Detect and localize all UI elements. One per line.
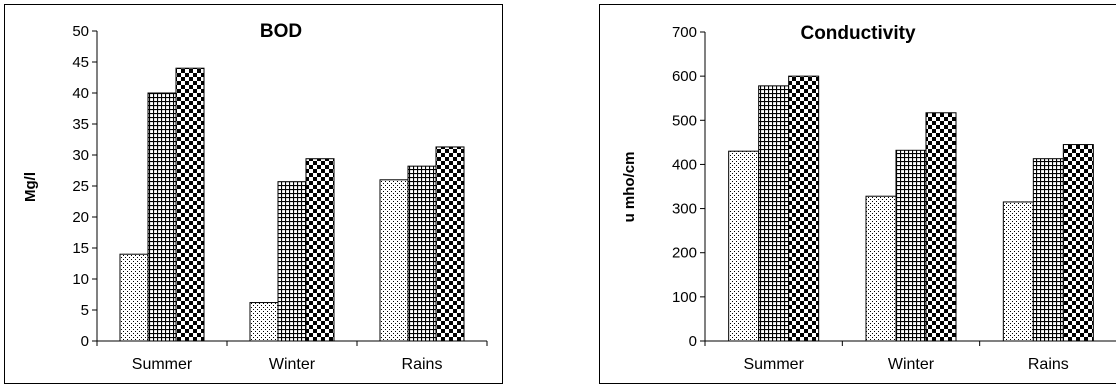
x-tick-label: Rains <box>402 356 443 373</box>
x-tick-label: Summer <box>132 356 193 373</box>
y-axis-label: u mho/cm <box>621 152 638 223</box>
bar <box>119 253 149 342</box>
y-tick-label: 600 <box>672 68 697 85</box>
y-tick-label: 10 <box>72 271 89 288</box>
bar <box>249 302 279 342</box>
y-tick-label: 25 <box>72 178 89 195</box>
bar <box>305 158 335 342</box>
bar <box>895 149 927 342</box>
bar <box>147 92 177 342</box>
x-tick-label: Rains <box>1028 356 1069 373</box>
bar <box>1062 144 1094 342</box>
y-tick-label: 700 <box>672 24 697 41</box>
y-tick-label: 40 <box>72 85 89 102</box>
y-tick-label: 0 <box>689 333 697 350</box>
bar <box>758 85 790 342</box>
bod-chart-panel: BOD Mg/l 0 5 10 15 20 25 30 35 40 45 50 Summer Winte… <box>4 4 503 384</box>
bar <box>277 181 307 342</box>
bar <box>788 75 820 342</box>
y-tick-label: 300 <box>672 201 697 218</box>
y-tick-label: 15 <box>72 240 89 257</box>
bar <box>379 179 409 342</box>
y-tick-label: 500 <box>672 112 697 129</box>
bar <box>175 67 205 342</box>
conductivity-chart-panel: Conductivity u mho/cm 0 100 200 300 400 500 60… <box>599 4 1116 384</box>
y-axis-label: Mg/l <box>22 172 39 202</box>
conductivity-chart: Conductivity u mho/cm 0 100 200 300 400 500 60… <box>621 23 1116 373</box>
bar <box>865 195 897 342</box>
y-tick-label: 400 <box>672 156 697 173</box>
bod-chart: BOD Mg/l 0 5 10 15 20 25 30 35 40 45 50 Summer Winte… <box>22 21 488 373</box>
y-tick-label: 20 <box>72 209 89 226</box>
y-tick-label: 30 <box>72 147 89 164</box>
bar <box>728 150 760 342</box>
y-tick-label: 45 <box>72 54 89 71</box>
y-tick-label: 5 <box>81 302 89 319</box>
x-tick-label: Winter <box>888 356 935 373</box>
x-tick-label: Winter <box>269 356 316 373</box>
chart-title: BOD <box>260 21 302 42</box>
y-tick-label: 50 <box>72 23 89 40</box>
x-tick-label: Summer <box>743 356 804 373</box>
bar <box>407 165 437 342</box>
y-tick-label: 0 <box>81 333 89 350</box>
y-tick-label: 200 <box>672 245 697 262</box>
chart-title: Conductivity <box>800 23 915 44</box>
bar <box>925 112 957 342</box>
y-tick-label: 35 <box>72 116 89 133</box>
bar <box>1002 201 1034 342</box>
bar <box>435 146 465 342</box>
bar <box>1032 158 1064 342</box>
y-tick-label: 100 <box>672 289 697 306</box>
